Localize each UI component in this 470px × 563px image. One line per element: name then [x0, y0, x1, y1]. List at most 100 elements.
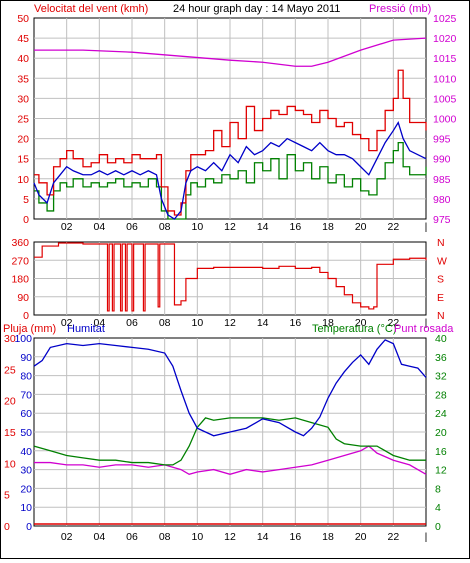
y-tick-temperature: 20 — [435, 427, 447, 439]
y-tick-wind: 20 — [17, 134, 29, 146]
x-tick-p2: 08 — [159, 531, 171, 543]
wind-title: Velocitat del vent (kmh) — [34, 3, 148, 15]
x-tick-p2: | — [425, 531, 428, 543]
y-tick-temperature: 28 — [435, 389, 447, 401]
y-tick-wind: 25 — [17, 114, 29, 126]
y-tick-compass: S — [437, 274, 444, 286]
y-tick-compass: N — [437, 310, 445, 322]
x-tick-p1: 02 — [61, 317, 73, 329]
x-tick-p2: 10 — [191, 531, 203, 543]
x-tick-p0: 12 — [224, 221, 236, 233]
x-tick-p2: 18 — [322, 531, 334, 543]
y-tick-compass: N — [437, 237, 445, 249]
y-tick-wind: 45 — [17, 33, 29, 45]
y-tick-pressure: 1025 — [433, 13, 457, 25]
y-tick-temperature: 4 — [435, 502, 441, 514]
y-tick-compass: W — [437, 255, 447, 267]
x-tick-p0: 14 — [257, 221, 269, 233]
y-tick-wind: 10 — [17, 174, 29, 186]
dew-point-label: Punt rosada — [394, 323, 454, 335]
y-tick-humidity: 10 — [20, 502, 32, 514]
temperature-line — [33, 417, 426, 466]
x-tick-p2: 06 — [126, 531, 138, 543]
wind-low-line — [34, 141, 427, 220]
x-tick-p2: 14 — [257, 531, 269, 543]
x-tick-p1: 16 — [289, 317, 301, 329]
x-tick-p1: 14 — [257, 317, 269, 329]
wind-gust-line — [34, 69, 427, 216]
y-tick-direction: 90 — [17, 292, 29, 304]
x-tick-p1: 08 — [159, 317, 171, 329]
x-tick-p2: 02 — [61, 531, 73, 543]
x-tick-p1: 12 — [224, 317, 236, 329]
rain-label: Pluja (mm) — [3, 323, 56, 335]
y-tick-direction: 180 — [11, 274, 29, 286]
direction-line — [34, 242, 427, 312]
y-tick-pressure: 980 — [433, 194, 451, 206]
y-tick-pressure: 1010 — [433, 73, 457, 85]
x-tick-p0: 02 — [61, 221, 73, 233]
y-tick-humidity: 70 — [20, 389, 32, 401]
y-tick-pressure: 995 — [433, 134, 451, 146]
y-tick-pressure: 1020 — [433, 33, 457, 45]
y-tick-wind: 40 — [17, 53, 29, 65]
x-tick-p2: 16 — [289, 531, 301, 543]
x-tick-p0: 08 — [159, 221, 171, 233]
chart-title: 24 hour graph day : 14 Mayo 2011 — [173, 3, 340, 15]
y-tick-humidity: 50 — [20, 427, 32, 439]
y-tick-wind: 0 — [23, 214, 29, 226]
y-tick-compass: E — [437, 292, 444, 304]
x-tick-p0: 10 — [191, 221, 203, 233]
y-tick-humidity: 20 — [20, 483, 32, 495]
y-tick-temperature: 24 — [435, 408, 447, 420]
y-tick-rain: 25 — [4, 364, 16, 376]
marks-layer — [33, 37, 427, 525]
x-tick-p2: 04 — [93, 531, 105, 543]
y-tick-rain: 0 — [4, 521, 10, 533]
y-tick-direction: 360 — [11, 237, 29, 249]
x-tick-p1: 20 — [355, 317, 367, 329]
y-tick-humidity: 40 — [20, 446, 32, 458]
pressure-line — [34, 37, 427, 67]
x-tick-p1: 10 — [191, 317, 203, 329]
x-tick-p2: 12 — [224, 531, 236, 543]
y-tick-pressure: 1015 — [433, 53, 457, 65]
y-tick-temperature: 12 — [435, 465, 447, 477]
y-tick-pressure: 985 — [433, 174, 451, 186]
x-tick-p0: 06 — [126, 221, 138, 233]
x-tick-p0: 16 — [289, 221, 301, 233]
y-tick-wind: 35 — [17, 73, 29, 85]
y-tick-rain: 20 — [4, 396, 16, 408]
y-tick-pressure: 990 — [433, 154, 451, 166]
x-tick-p1: 04 — [93, 317, 105, 329]
dew-point-line — [34, 445, 427, 476]
x-tick-p0: 20 — [355, 221, 367, 233]
y-tick-direction: 0 — [23, 310, 29, 322]
x-tick-p1: 18 — [322, 317, 334, 329]
x-tick-p0: 18 — [322, 221, 334, 233]
x-tick-p0: | — [425, 221, 428, 233]
y-tick-humidity: 100 — [14, 333, 32, 345]
y-tick-pressure: 1000 — [433, 114, 457, 126]
x-tick-p1: | — [425, 317, 428, 329]
y-tick-rain: 10 — [4, 458, 16, 470]
y-tick-temperature: 16 — [435, 446, 447, 458]
y-tick-humidity: 0 — [26, 521, 32, 533]
x-tick-p2: 20 — [355, 531, 367, 543]
y-tick-direction: 270 — [11, 255, 29, 267]
wind-avg-line — [33, 120, 427, 220]
temperature-label: Temperatura (°C) — [312, 323, 396, 335]
y-tick-humidity: 30 — [20, 465, 32, 477]
x-tick-p1: 22 — [387, 317, 399, 329]
y-tick-humidity: 90 — [20, 352, 32, 364]
y-tick-wind: 5 — [23, 194, 29, 206]
x-tick-p2: 22 — [387, 531, 399, 543]
x-tick-p0: 04 — [93, 221, 105, 233]
y-tick-wind: 30 — [17, 93, 29, 105]
x-tick-p0: 22 — [387, 221, 399, 233]
y-tick-rain: 30 — [4, 333, 16, 345]
y-tick-humidity: 80 — [20, 371, 32, 383]
y-tick-rain: 15 — [4, 427, 16, 439]
